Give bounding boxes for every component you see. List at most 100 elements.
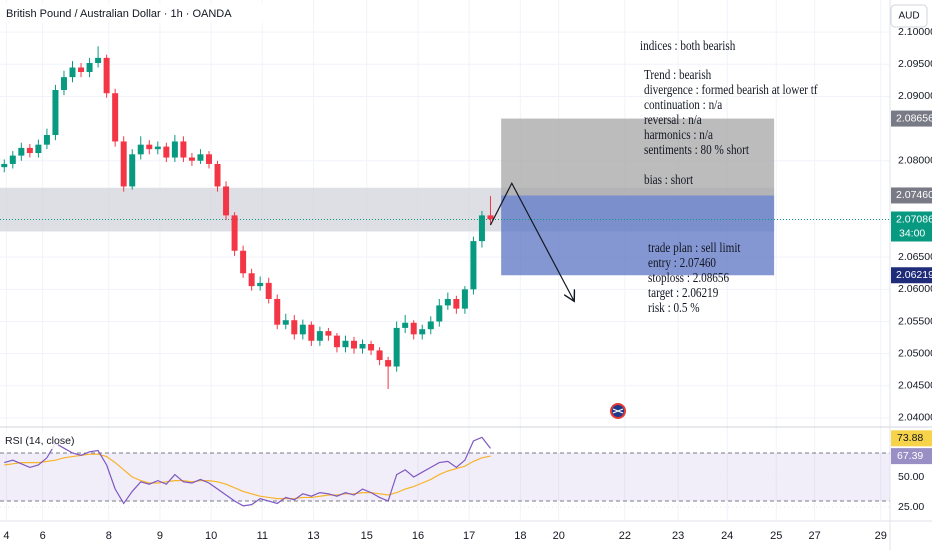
plan-text: target : 2.06219 xyxy=(648,285,718,300)
projection-path xyxy=(489,181,573,300)
candle-body xyxy=(69,67,76,78)
note-text: sentiments : 80 % short xyxy=(644,142,749,157)
candle-body xyxy=(274,298,281,325)
candle-body xyxy=(52,90,59,136)
x-tick-label: 10 xyxy=(205,530,217,542)
candle-body xyxy=(112,93,119,142)
candle-body xyxy=(308,324,315,341)
candle-body xyxy=(351,340,357,349)
candle-body xyxy=(205,154,212,164)
x-tick-label: 4 xyxy=(3,530,9,542)
header-bg xyxy=(0,3,300,23)
price-badge xyxy=(891,187,932,204)
rsi-badge-label: 73.88 xyxy=(897,432,923,444)
candle-body xyxy=(86,63,93,73)
candle-body xyxy=(231,215,238,251)
candle-body xyxy=(393,327,400,367)
candle-body xyxy=(427,321,434,330)
y-tick-label: 2.09500 xyxy=(898,58,932,70)
candle-body xyxy=(223,186,230,216)
candle-body xyxy=(368,343,375,351)
rsi-title-bg xyxy=(2,433,58,449)
candle-body xyxy=(325,331,332,336)
x-tick-label: 9 xyxy=(157,530,163,542)
x-tick-label: 17 xyxy=(463,530,475,542)
candle-body xyxy=(163,146,170,158)
target-box xyxy=(501,195,775,276)
candle-body xyxy=(171,141,178,158)
candle-body xyxy=(299,324,306,335)
plan-text: risk : 0.5 % xyxy=(648,300,700,315)
currency-button[interactable] xyxy=(890,4,928,28)
candle-body xyxy=(60,77,67,91)
y-tick-label: 2.08000 xyxy=(898,155,932,167)
x-tick-label: 27 xyxy=(809,530,821,542)
candle-body xyxy=(342,340,349,348)
note-text: continuation : n/a xyxy=(644,97,723,112)
event-flag[interactable] xyxy=(610,403,626,419)
price-badge-label: 2.07086 xyxy=(896,213,932,225)
candle-body xyxy=(478,215,485,242)
price-badge-label: 2.06219 xyxy=(896,269,932,281)
candle-body xyxy=(43,135,50,145)
candle-body xyxy=(248,273,255,287)
rsi-tick-label: 50.00 xyxy=(898,471,924,483)
candle-body xyxy=(419,329,426,335)
candle-body xyxy=(265,282,272,299)
x-tick-label: 23 xyxy=(672,530,684,542)
price-badge xyxy=(891,110,932,127)
candle-body xyxy=(470,241,477,290)
price-badge xyxy=(891,211,932,242)
note-text: Trend : bearish xyxy=(644,67,712,82)
rsi-badge-label: 67.39 xyxy=(897,450,923,462)
candle-body xyxy=(453,298,460,309)
plan-text: entry : 2.07460 xyxy=(648,255,716,270)
rsi-badge xyxy=(891,448,932,465)
x-tick-label: 8 xyxy=(106,530,112,542)
candle-body xyxy=(359,343,366,349)
candle-body xyxy=(35,144,42,154)
y-tick-label: 2.10000 xyxy=(898,26,932,38)
x-tick-label: 25 xyxy=(770,530,782,542)
candle-body xyxy=(402,322,409,328)
candle-body xyxy=(385,360,392,367)
price-pane xyxy=(0,46,890,389)
candle-body xyxy=(78,67,85,73)
candle-body xyxy=(26,147,33,154)
note-text: indices : both bearish xyxy=(640,38,736,53)
x-tick-label: 18 xyxy=(514,530,526,542)
y-tick-label: 2.04500 xyxy=(898,380,932,392)
plan-text: trade plan : sell limit xyxy=(648,240,741,255)
candle-body xyxy=(282,320,289,325)
candle-body xyxy=(333,335,340,348)
candle-body xyxy=(436,305,443,322)
plan: trade plan : sell limit entry : 2.07460 … xyxy=(648,240,741,315)
price-badge-label: 2.08656 xyxy=(896,112,932,124)
x-tick-label: 16 xyxy=(412,530,424,542)
price-badge-label: 2.07460 xyxy=(896,189,932,201)
candle-body xyxy=(9,155,16,164)
candle-body xyxy=(444,298,451,306)
y-tick-label: 2.05500 xyxy=(898,315,932,327)
candle-body xyxy=(18,147,25,156)
candle-body xyxy=(180,141,187,158)
candle-body xyxy=(1,163,8,168)
note-text: harmonics : n/a xyxy=(644,127,713,142)
candle-body xyxy=(461,289,468,309)
candle-body xyxy=(146,144,153,150)
countdown: 34:00 xyxy=(899,227,925,239)
x-tick-label: 11 xyxy=(257,530,268,542)
notes: indices : both bearish Trend : bearish d… xyxy=(640,38,818,187)
candle-body xyxy=(154,146,161,150)
currency-label: AUD xyxy=(898,11,919,22)
x-tick-label: 6 xyxy=(40,530,46,542)
candle-body xyxy=(197,154,204,161)
x-tick-label: 15 xyxy=(361,530,373,542)
candle-body xyxy=(120,141,127,187)
rsi-pane xyxy=(0,436,890,508)
candle-body xyxy=(410,322,417,335)
note-text: reversal : n/a xyxy=(644,112,702,127)
candle-body xyxy=(291,320,298,335)
rsi-line xyxy=(4,453,491,500)
rsi-line xyxy=(4,436,491,507)
